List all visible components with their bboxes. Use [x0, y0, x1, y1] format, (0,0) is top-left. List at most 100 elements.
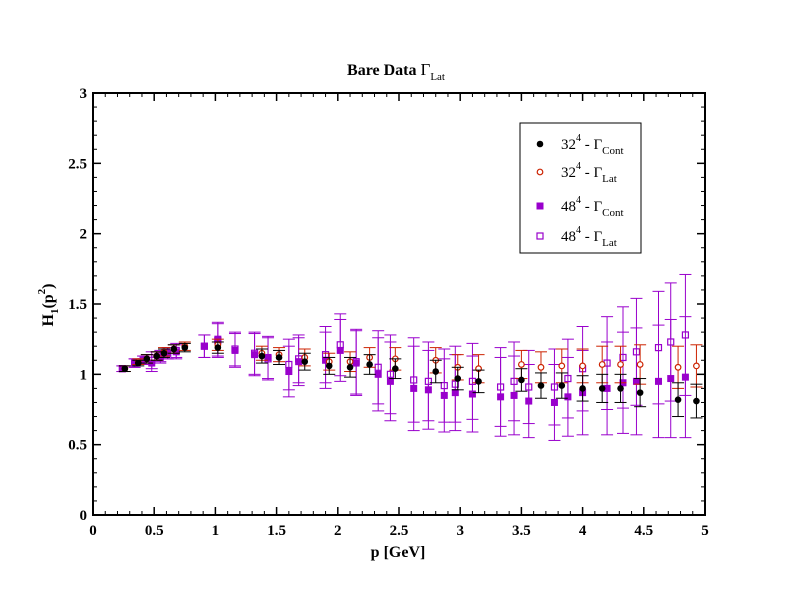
legend-sup-32-cont: 4 [576, 133, 581, 144]
x-tick-label: 1.5 [267, 523, 286, 539]
data-point [475, 378, 482, 385]
x-tick-label: 3.5 [512, 523, 531, 539]
data-point [510, 391, 518, 399]
data-point [181, 344, 189, 351]
x-tick-label: 0.5 [145, 523, 164, 539]
data-point [275, 354, 283, 361]
legend-symbol-32-lat: Γ [594, 165, 603, 181]
data-point [617, 361, 624, 368]
x-tick-label: 3 [456, 523, 464, 539]
data-point [386, 377, 394, 385]
data-point [537, 382, 545, 389]
data-point [579, 362, 586, 370]
data-point [214, 344, 222, 351]
data-point [537, 363, 545, 371]
legend-base-48-lat: 48 [561, 229, 576, 245]
data-point [366, 361, 373, 368]
legend: 324 - ΓCont 324 - ΓLat 484 - ΓCont 484 -… [519, 122, 642, 254]
y-axis-title-open: (p [40, 294, 57, 308]
data-point [681, 373, 689, 381]
series-32-cont [118, 341, 703, 419]
legend-label-32-lat: 324 - ΓLat [561, 161, 617, 185]
legend-marker-32-cont [536, 140, 544, 148]
data-point [674, 396, 682, 403]
x-tick-label: 4.5 [634, 523, 653, 539]
x-tick-label: 2 [334, 523, 342, 539]
y-axis-title-main: H [40, 314, 57, 327]
legend-dash-32-cont: - [581, 137, 594, 153]
legend-label-48-lat: 484 - ΓLat [561, 225, 617, 249]
chart-title-main: Bare Data [347, 62, 420, 79]
data-point [258, 352, 266, 360]
data-point [295, 358, 303, 366]
data-point [598, 385, 606, 392]
data-point [558, 362, 566, 370]
data-point [432, 368, 440, 375]
legend-sub-48-lat: Lat [602, 237, 617, 249]
legend-symbol-32-cont: Γ [594, 137, 603, 153]
x-tick-label: 5 [701, 523, 709, 539]
data-point [352, 359, 360, 367]
data-point [346, 364, 354, 371]
data-point [693, 397, 700, 405]
y-axis-title: H1(p2) [36, 283, 61, 326]
chart-title: Bare Data ΓLat [347, 60, 445, 83]
legend-sup-32-lat: 4 [576, 161, 581, 172]
y-tick-label: 2.5 [68, 156, 87, 172]
data-point [636, 389, 644, 396]
legend-base-48-cont: 48 [561, 199, 576, 215]
data-point [170, 345, 178, 353]
data-point [336, 346, 344, 354]
legend-symbol-32-lat [536, 168, 544, 176]
x-axis-title: p [GeV] [371, 544, 426, 561]
data-point [654, 377, 662, 385]
chart-title-symbol: Γ [420, 60, 430, 79]
data-point [598, 361, 606, 368]
data-point [143, 355, 151, 363]
legend-marker-48-lat [536, 232, 544, 240]
legend-dash-48-lat: - [581, 229, 594, 245]
data-point [636, 361, 644, 368]
legend-symbol-48-cont: Γ [594, 199, 603, 215]
legend-entry-32-cont: 324 - ΓCont [536, 133, 624, 157]
series-48-cont [116, 316, 692, 441]
data-point [251, 351, 259, 359]
legend-sub-32-cont: Cont [602, 145, 623, 157]
data-point [674, 363, 682, 371]
data-point [134, 359, 142, 367]
x-tick-label: 4 [579, 523, 587, 539]
data-point [440, 391, 448, 399]
legend-entry-48-cont: 484 - ΓCont [536, 195, 624, 219]
data-point [392, 365, 399, 373]
data-point [160, 349, 168, 357]
data-point [121, 365, 129, 373]
y-axis-title-close: ) [40, 283, 57, 288]
y-axis-title-sub: 1 [49, 309, 61, 315]
data-point [632, 377, 640, 385]
data-point [468, 390, 476, 398]
data-point [264, 353, 272, 361]
legend-base-32-lat: 32 [561, 165, 576, 181]
legend-base-32-cont: 32 [561, 137, 576, 153]
x-tick-label: 2.5 [390, 523, 409, 539]
data-point [410, 384, 418, 392]
data-point [374, 370, 382, 378]
data-point [667, 375, 675, 383]
axis-ticks: 0 0.5 1 1.5 2 2.5 3 3.5 4 4.5 5 0 0.5 1 1.5 2 2.5 3 [68, 86, 709, 539]
data-point [153, 352, 160, 360]
legend-entry-48-lat: 484 - ΓLat [536, 225, 617, 249]
legend-sup-48-lat: 4 [576, 225, 581, 236]
legend-sub-32-lat: Lat [602, 173, 617, 185]
data-point [325, 362, 333, 370]
y-axis-title-sup: 2 [36, 288, 48, 294]
x-tick-label: 0 [89, 523, 97, 539]
legend-marker-48-cont [536, 202, 544, 210]
data-point [451, 389, 459, 397]
legend-symbol-32-cont [536, 140, 544, 148]
legend-dash-32-lat: - [581, 165, 594, 181]
data-point [525, 397, 533, 405]
legend-sub-48-cont: Cont [602, 207, 623, 219]
data-point [285, 368, 293, 376]
